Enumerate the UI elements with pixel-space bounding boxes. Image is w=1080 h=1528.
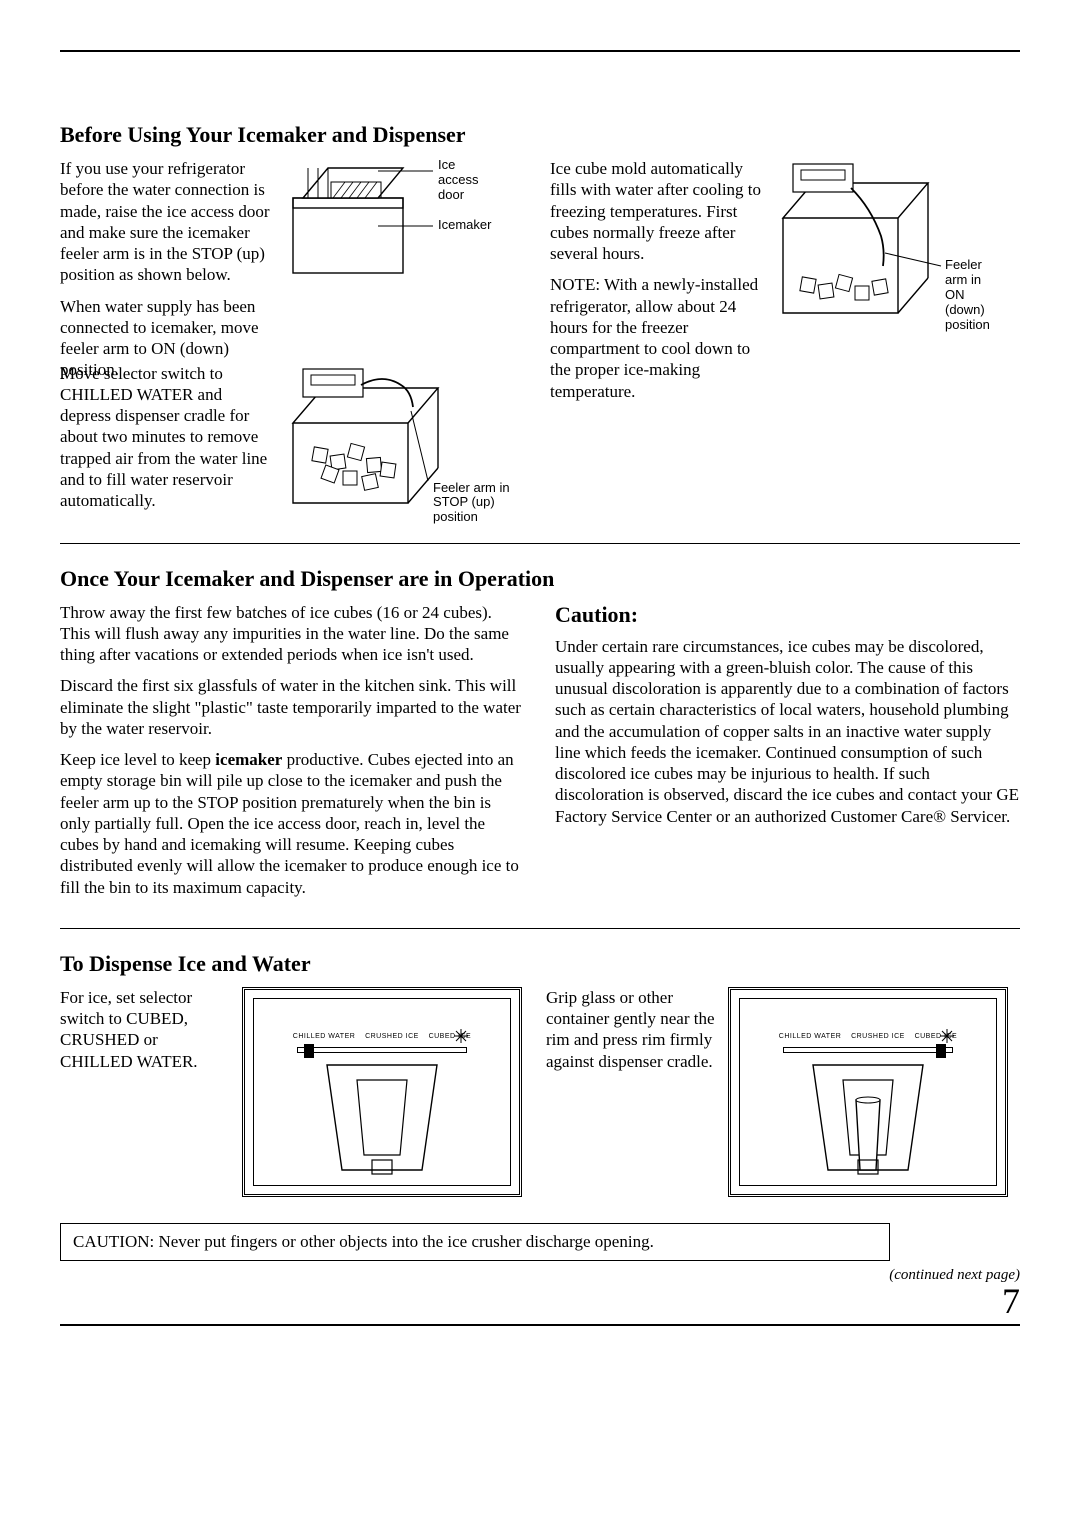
caution-box: CAUTION: Never put fingers or other obje… [60, 1223, 890, 1261]
page-number: 7 [60, 1280, 1020, 1322]
feeler-arm-on-figure [773, 158, 943, 338]
section-once-operation: Once Your Icemaker and Dispenser are in … [60, 566, 1020, 908]
s2-left-p2: Discard the first six glassfuls of water… [60, 675, 525, 739]
caution-title: Caution: [555, 602, 1020, 628]
section3-title: To Dispense Ice and Water [60, 951, 1020, 977]
bottom-rule [60, 1324, 1020, 1326]
s2-left-p3: Keep ice level to keep icemaker producti… [60, 749, 525, 898]
slider-track-1 [297, 1047, 467, 1053]
fig1-label1b: access [438, 172, 478, 187]
divider-2 [60, 928, 1020, 929]
snowflake-icon [454, 1029, 468, 1043]
slider-track-2 [783, 1047, 953, 1053]
fig1-label1c: door [438, 187, 464, 202]
s1-right-p2: NOTE: With a newly-installed refrigerato… [550, 274, 765, 402]
s2-p3c: productive. Cubes ejected into an empty … [60, 750, 519, 897]
section-dispense: To Dispense Ice and Water For ice, set s… [60, 951, 1020, 1261]
s2-p3b: icemaker [215, 750, 282, 769]
fig3-label1b: ON (down) [945, 287, 985, 317]
s2-p3a: Keep ice level to keep [60, 750, 215, 769]
slider-labels-1: CHILLED WATER CRUSHED ICE CUBED ICE [254, 1033, 510, 1040]
section-before-using: Before Using Your Icemaker and Dispenser… [60, 122, 1020, 523]
top-rule [60, 50, 1020, 52]
s1-right-p1: Ice cube mold automatically fills with w… [550, 158, 765, 264]
s2-left-p1: Throw away the first few batches of ice … [60, 602, 525, 666]
s1-left-p1: If you use your refrigerator before the … [60, 158, 275, 286]
ice-access-door-figure [283, 158, 433, 278]
cradle-with-glass [808, 1060, 928, 1180]
fig3-label1a: Feeler arm in [945, 257, 982, 287]
fig1-label1a: Ice [438, 157, 455, 172]
s3-left-text: For ice, set selector switch to CUBED, C… [60, 987, 230, 1072]
divider-1 [60, 543, 1020, 544]
snowflake-icon [940, 1029, 954, 1043]
s1-left-p3: Move selector switch to CHILLED WATER an… [60, 363, 275, 512]
section1-title: Before Using Your Icemaker and Dispenser [60, 122, 1020, 148]
s3-right-text: Grip glass or other container gently nea… [546, 987, 716, 1072]
fig2-label1a: Feeler arm in [433, 480, 510, 495]
s2-right-p1: Under certain rare circumstances, ice cu… [555, 636, 1020, 827]
fig2-label1c: position [433, 509, 478, 524]
feeler-arm-stop-figure [283, 363, 453, 523]
cradle-1 [322, 1060, 442, 1180]
dispenser-figure-1: CHILLED WATER CRUSHED ICE CUBED ICE [242, 987, 522, 1197]
fig1-label2: Icemaker [438, 218, 491, 233]
section2-title: Once Your Icemaker and Dispenser are in … [60, 566, 1020, 592]
slider-labels-2: CHILLED WATER CRUSHED ICE CUBED ICE [740, 1033, 996, 1040]
fig3-label1c: position [945, 317, 990, 332]
fig2-label1b: STOP (up) [433, 494, 495, 509]
dispenser-figure-2: CHILLED WATER CRUSHED ICE CUBED ICE [728, 987, 1008, 1197]
